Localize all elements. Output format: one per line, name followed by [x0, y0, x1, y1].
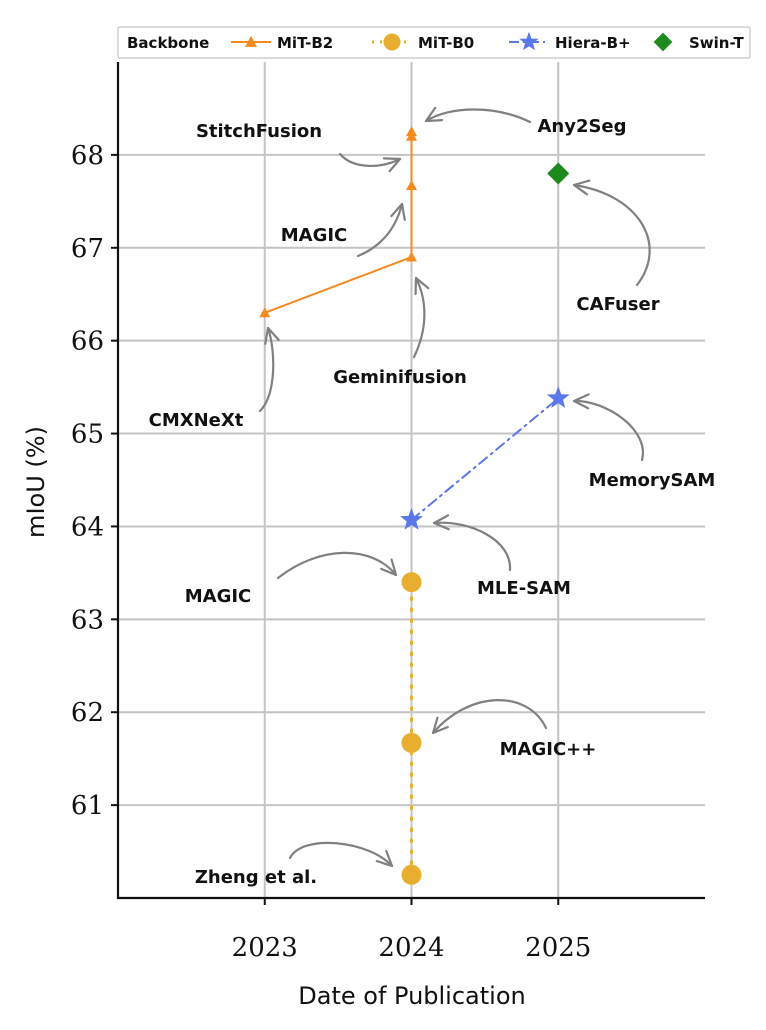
- legend-entry: Hiera-B+: [509, 31, 631, 52]
- legend-marker: [519, 31, 539, 51]
- point-label: MAGIC: [281, 225, 348, 246]
- legend-label: MiT-B2: [277, 34, 333, 52]
- data-point: [401, 864, 422, 885]
- point-label: CAFuser: [576, 294, 659, 315]
- y-tick-label: 64: [71, 512, 104, 542]
- axes: 2023 2024 2025 61 62 63 64 65 66 67 68: [71, 62, 705, 963]
- annotation-arrowhead: [390, 202, 406, 221]
- annotation-arrowhead: [414, 276, 430, 296]
- y-tick-label: 62: [71, 698, 104, 728]
- legend-box: [117, 26, 751, 59]
- point-label: Geminifusion: [333, 367, 467, 388]
- y-axis-label: mIoU (%): [22, 426, 50, 538]
- annotation-arrowhead: [375, 849, 394, 868]
- point-label: MAGIC++: [500, 739, 597, 760]
- annotation-arrow: [432, 521, 512, 572]
- annotation-arrowhead: [432, 514, 450, 531]
- data-point: [547, 162, 570, 185]
- data-point: [259, 307, 271, 318]
- series-line: [410, 397, 560, 521]
- y-tick-label: 63: [71, 605, 104, 635]
- y-tick-label: 61: [71, 791, 104, 821]
- legend-title: Backbone: [127, 34, 209, 52]
- data-point: [400, 507, 423, 530]
- annotation-arrow: [338, 152, 402, 167]
- annotation-arrowhead: [380, 558, 398, 577]
- legend-label: Hiera-B+: [555, 34, 631, 52]
- y-tick-label: 68: [71, 141, 104, 171]
- point-label: MAGIC: [185, 586, 252, 607]
- y-tick-label: 67: [71, 234, 104, 264]
- annotation-arrow: [276, 551, 398, 580]
- data-point: [406, 180, 417, 190]
- point-label: MLE-SAM: [477, 578, 571, 599]
- legend-label: Swin-T: [689, 34, 745, 52]
- point-label: CMXNeXt: [149, 410, 244, 431]
- point-label: StitchFusion: [196, 121, 322, 142]
- annotation-labels: CMXNeXt Geminifusion MAGIC StitchFusion Any2…: [149, 116, 716, 888]
- series-hiera-b-: [400, 386, 570, 530]
- annotation-arrow: [412, 276, 426, 359]
- legend-marker: [244, 35, 258, 47]
- annotation-arrows: [258, 106, 651, 868]
- annotation-arrowhead: [424, 106, 444, 123]
- series-mit-b0: [401, 572, 422, 885]
- data-point: [401, 732, 422, 753]
- series-mit-b2: [259, 126, 417, 318]
- legend-label: MiT-B0: [418, 34, 474, 52]
- legend-marker: [383, 33, 401, 51]
- legend-entry: Swin-T: [653, 32, 745, 52]
- annotation-arrow: [288, 841, 394, 868]
- annotation-arrow: [431, 699, 548, 735]
- y-tick-label: 65: [71, 420, 104, 450]
- annotation-arrow: [572, 183, 651, 287]
- series-swin-t: [547, 162, 570, 185]
- annotation-arrowhead: [431, 716, 449, 735]
- point-label: Zheng et al.: [195, 867, 317, 888]
- annotation-arrowhead: [264, 326, 280, 345]
- x-tick-label: 2024: [378, 933, 444, 963]
- series-layer: [259, 126, 570, 885]
- point-label: MemorySAM: [589, 470, 716, 491]
- data-point: [406, 251, 417, 262]
- annotation-arrow: [356, 202, 404, 258]
- annotation-arrow: [424, 108, 532, 124]
- data-point: [546, 386, 570, 408]
- x-tick-label: 2025: [525, 933, 591, 963]
- data-point: [401, 572, 422, 593]
- x-axis-label: Date of Publication: [298, 982, 525, 1010]
- x-tick-label: 2023: [232, 933, 298, 963]
- annotation-arrowhead: [572, 179, 591, 196]
- data-point: [406, 126, 417, 137]
- annotation-arrow: [258, 326, 275, 413]
- legend-entry: MiT-B0: [372, 33, 474, 52]
- legend: Backbone MiT-B2 MiT-B0 Hiera-B+ Swin-T: [117, 26, 751, 59]
- y-tick-label: 66: [71, 327, 104, 357]
- legend-marker: [653, 32, 673, 52]
- annotation-arrowhead: [572, 393, 590, 410]
- legend-entry: MiT-B2: [231, 34, 333, 52]
- point-label: Any2Seg: [537, 116, 626, 137]
- annotation-arrowhead: [382, 157, 402, 173]
- annotation-arrow: [572, 399, 645, 462]
